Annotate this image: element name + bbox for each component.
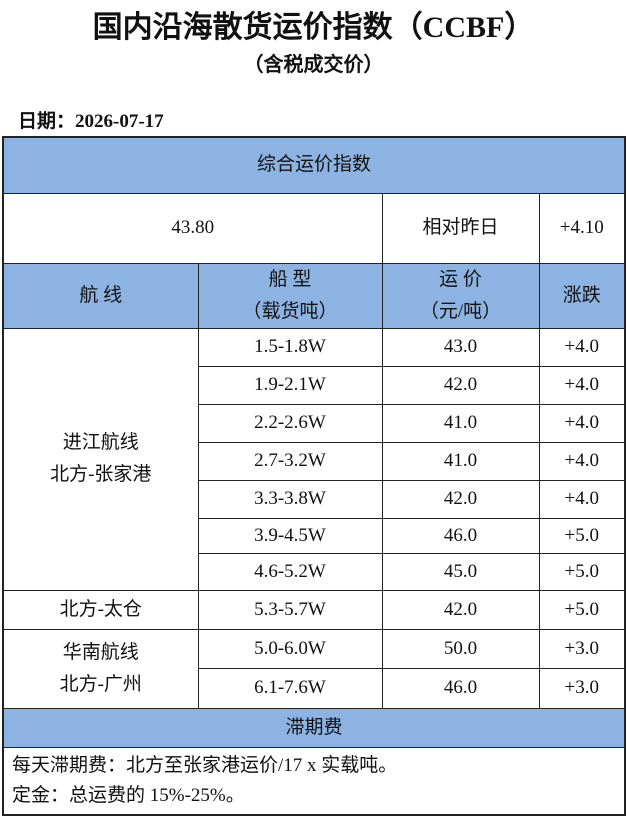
column-header-line: 船 型 — [268, 268, 312, 290]
ship-size: 4.6-5.2W — [197, 552, 383, 591]
column-header: 航 线 — [2, 262, 199, 329]
ship-size: 2.2-2.6W — [197, 403, 383, 443]
column-header-line: 航 线 — [79, 284, 123, 306]
ship-size: 3.9-4.5W — [197, 517, 383, 554]
column-header: 船 型 （载货吨） — [197, 262, 383, 329]
notes: 每天滞期费：北方至张家港运价/17 x 实载吨。 定金：总运费的 15%-25%。 — [2, 746, 626, 816]
freight-rate: 42.0 — [381, 365, 540, 405]
ship-size: 1.9-2.1W — [197, 365, 383, 405]
change: +4.0 — [538, 365, 626, 405]
section-title: 综合运价指数 — [2, 136, 626, 194]
ship-size: 3.3-3.8W — [197, 479, 383, 519]
notes-row: 每天滞期费：北方至张家港运价/17 x 实载吨。 定金：总运费的 15%-25%。 — [2, 746, 626, 816]
freight-rate: 45.0 — [381, 552, 540, 591]
freight-rate: 41.0 — [381, 441, 540, 481]
subtitle: （含税成交价） — [243, 54, 384, 76]
compare-label: 相对昨日 — [381, 192, 540, 264]
freight-rate: 46.0 — [381, 667, 540, 709]
route-line: 北方-张家港 — [50, 464, 152, 485]
route-line: 进江航线 — [62, 432, 139, 453]
change: +4.0 — [538, 441, 626, 481]
data-row: 3.9-4.5W 46.0 +5.0 — [3, 517, 626, 554]
data-row: 4.6-5.2W 45.0 +5.0 — [3, 552, 626, 591]
column-header: 涨跌 — [538, 262, 626, 329]
change: +3.0 — [538, 628, 626, 669]
ship-size: 2.7-3.2W — [197, 441, 383, 481]
footer-title: 滞期费 — [2, 707, 626, 748]
index-value: 43.80 — [2, 192, 383, 264]
change: +4.0 — [538, 479, 626, 519]
footer-title-row: 滞期费 — [2, 707, 626, 748]
title: 国内沿海散货运价指数（CCBF） — [92, 11, 535, 44]
freight-rate: 42.0 — [381, 479, 540, 519]
freight-rate: 50.0 — [381, 628, 540, 669]
data-row: 6.1-7.6W 46.0 +3.0 — [3, 667, 626, 709]
change: +5.0 — [538, 552, 626, 591]
column-header-line: （载货吨） — [242, 300, 338, 322]
index-change: +4.10 — [538, 192, 626, 264]
route: 北方-太仓 — [2, 589, 199, 630]
data-row: 华南航线 北方-广州 5.0-6.0W 50.0 +3.0 — [2, 628, 626, 709]
data-row: 2.2-2.6W 41.0 +4.0 — [3, 403, 626, 443]
ship-size: 5.3-5.7W — [197, 589, 383, 630]
note-line: 定金：总运费的 15%-25%。 — [12, 784, 245, 806]
freight-rate: 41.0 — [381, 403, 540, 443]
change: +4.0 — [538, 327, 626, 367]
route: 进江航线北方-张家港 — [2, 327, 199, 591]
note-line: 每天滞期费：北方至张家港运价/17 x 实载吨。 — [12, 754, 398, 776]
ship-size: 6.1-7.6W — [197, 667, 383, 709]
data-row: 2.7-3.2W 41.0 +4.0 — [3, 441, 626, 481]
route: 华南航线北方-广州 — [2, 628, 199, 709]
freight-rate: 42.0 — [381, 589, 540, 630]
route-line: 华南航线 — [62, 641, 139, 663]
column-header-line: 涨跌 — [562, 284, 601, 306]
route-line: 北方-太仓 — [59, 598, 142, 620]
data-row: 进江航线 北方-张家港 1.5-1.8W 43.0 +4.0 — [2, 327, 626, 591]
change: +5.0 — [538, 517, 626, 554]
data-row: 1.9-2.1W 42.0 +4.0 — [3, 365, 626, 405]
ship-size: 5.0-6.0W — [197, 628, 383, 669]
data-row: 北方-太仓 5.3-5.7W 42.0 +5.0 — [2, 589, 626, 630]
column-header: 运 价 （元/吨） — [381, 262, 540, 329]
freight-rate: 46.0 — [381, 517, 540, 554]
freight-rate: 43.0 — [381, 327, 540, 367]
date: 日期：2026-07-17 — [18, 111, 164, 132]
route-line: 北方-广州 — [59, 673, 142, 695]
change: +3.0 — [538, 667, 626, 709]
column-header-line: （元/吨） — [419, 300, 502, 322]
header-row: 航 线 船 型 （载货吨） 运 价 （元/吨） 涨跌 — [2, 262, 626, 329]
freight-table: 综合运价指数 43.80 相对昨日 +4.10 航 线 船 型 （载货吨） 运 价 （元… — [2, 136, 627, 816]
data-row: 3.3-3.8W 42.0 +4.0 — [3, 479, 626, 519]
change: +4.0 — [538, 403, 626, 443]
change: +5.0 — [538, 589, 626, 630]
ship-size: 1.5-1.8W — [197, 327, 383, 367]
column-header-line: 运 价 — [439, 268, 482, 290]
